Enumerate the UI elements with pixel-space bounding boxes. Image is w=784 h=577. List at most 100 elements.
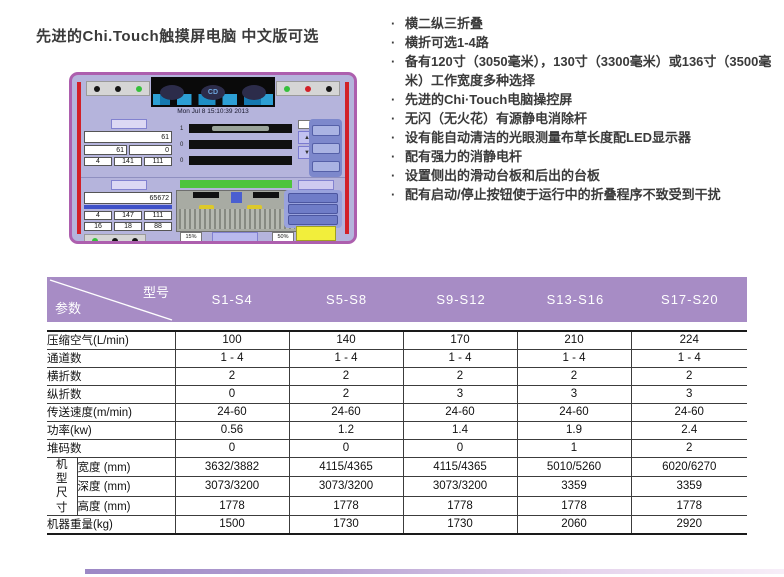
upper-section: 61 61 0 4 141 111 1 0 bbox=[84, 119, 342, 177]
panel-button bbox=[288, 203, 338, 214]
program-bar-label bbox=[211, 126, 270, 131]
cell: 1.9 bbox=[516, 420, 632, 440]
time-box: 16 bbox=[84, 222, 112, 231]
cell: 1.4 bbox=[402, 420, 518, 440]
counter-box: 111 bbox=[144, 157, 172, 166]
time-box: 88 bbox=[144, 222, 172, 231]
table-row: 堆码数 0 0 0 1 2 bbox=[47, 438, 747, 458]
cell: 0 bbox=[174, 438, 290, 458]
table-row: 纵折数 0 2 3 3 3 bbox=[47, 384, 747, 404]
led-indicator bbox=[92, 237, 98, 241]
table-row: 通道数 1 - 4 1 - 4 1 - 4 1 - 4 1 - 4 bbox=[47, 348, 747, 368]
cell: 24-60 bbox=[174, 402, 290, 422]
panel-button bbox=[311, 160, 340, 172]
machine-arm bbox=[231, 192, 242, 203]
cell: 3 bbox=[402, 384, 518, 404]
table-row: 压缩空气(L/min) 100 140 170 210 224 bbox=[47, 330, 747, 350]
cell: 0 bbox=[288, 438, 404, 458]
bullet-icon: · bbox=[391, 168, 396, 183]
row-label: 横折数 bbox=[47, 366, 176, 386]
led-indicator bbox=[94, 85, 101, 92]
diagonal-line bbox=[49, 279, 173, 321]
cell: 24-60 bbox=[516, 402, 632, 422]
feature-list: · 横二纵三折叠 · 横折可选1-4路 · 备有120寸（3050毫米），130… bbox=[391, 14, 777, 204]
cell: 3073/3200 bbox=[288, 476, 404, 497]
led-indicator bbox=[325, 85, 332, 92]
feature-text: 先进的Chi·Touch电脑操控屏 bbox=[405, 92, 573, 107]
cell: 2060 bbox=[516, 515, 632, 534]
led-indicator bbox=[132, 237, 138, 241]
center-label-chip bbox=[212, 232, 258, 241]
cell: 1.2 bbox=[288, 420, 404, 440]
machine-graphic bbox=[176, 190, 298, 232]
led-indicator bbox=[135, 85, 142, 92]
panel-button bbox=[288, 215, 338, 226]
table-row: 横折数 2 2 2 2 2 bbox=[47, 366, 747, 386]
column-header: S1-S4 bbox=[211, 292, 253, 307]
feature-text: 配有启动/停止按钮使于运行中的折叠程序不致受到干扰 bbox=[405, 187, 721, 202]
panel-button bbox=[311, 142, 340, 154]
corner-label-param: 参数 bbox=[55, 301, 82, 316]
list-item: · 备有120寸（3050毫米），130寸（3300毫米）或136寸（3500毫… bbox=[391, 52, 777, 90]
right-red-bar bbox=[345, 82, 349, 234]
right-led-strip bbox=[276, 81, 340, 96]
feature-text: 横二纵三折叠 bbox=[405, 16, 484, 31]
cell: 24-60 bbox=[402, 402, 518, 422]
machine-yellow-part bbox=[199, 205, 214, 210]
cell: 1 bbox=[516, 438, 632, 458]
panel-button bbox=[288, 192, 338, 203]
cell: 1778 bbox=[288, 495, 404, 516]
machine-yellow-part bbox=[247, 205, 262, 210]
table-row: 机器重量(kg) 1500 1730 1730 2060 2920 bbox=[47, 515, 747, 534]
cell: 1 - 4 bbox=[630, 348, 747, 368]
program-row: 1 bbox=[180, 123, 292, 134]
program-bar bbox=[189, 156, 292, 165]
program-row: 0 bbox=[180, 139, 292, 150]
cell: 2920 bbox=[630, 515, 747, 534]
time-box: 147 bbox=[114, 211, 142, 220]
cell: 1730 bbox=[402, 515, 518, 534]
program-row: 0 bbox=[180, 155, 292, 166]
feature-text: 设置侧出的滑动台板和后出的台板 bbox=[405, 168, 601, 183]
table-row: 高度 (mm) 1778 1778 1778 1778 1778 bbox=[47, 495, 747, 516]
cell: 1778 bbox=[630, 495, 747, 516]
right-percent-chip: 50% bbox=[272, 232, 294, 241]
cell: 2 bbox=[288, 366, 404, 386]
cell: 1778 bbox=[174, 495, 290, 516]
cell: 100 bbox=[174, 330, 290, 350]
table-row: 机型尺寸 宽度 (mm) 3632/3882 4115/4365 4115/43… bbox=[47, 456, 747, 516]
upper-right-button-panel bbox=[309, 119, 342, 177]
row-label: 纵折数 bbox=[47, 384, 176, 404]
counter-box: 0 bbox=[129, 145, 172, 155]
cell: 24-60 bbox=[288, 402, 404, 422]
list-item: · 无闪（无火花）有源静电消除杆 bbox=[391, 109, 777, 128]
cell: 3359 bbox=[630, 476, 747, 497]
section-divider bbox=[81, 177, 345, 178]
cell: 1730 bbox=[288, 515, 404, 534]
lower-left-counter-panel: 65672 4 147 111 16 18 88 bbox=[84, 180, 174, 241]
cell: 3359 bbox=[516, 476, 632, 497]
column-header: S17-S20 bbox=[661, 292, 719, 307]
time-box: 4 bbox=[84, 211, 112, 220]
led-indicator bbox=[114, 85, 121, 92]
machine-display-chip bbox=[253, 192, 279, 198]
left-red-bar bbox=[77, 82, 81, 234]
counter-tab bbox=[111, 180, 147, 190]
logo-oval-right bbox=[242, 84, 267, 100]
time-box: 18 bbox=[114, 222, 142, 231]
total-counter-display: 65672 bbox=[84, 192, 172, 204]
cell: 2 bbox=[516, 366, 632, 386]
bullet-icon: · bbox=[391, 187, 396, 202]
list-item: · 配有强力的消静电杆 bbox=[391, 147, 777, 166]
lower-right-button-panel bbox=[284, 190, 342, 228]
list-item: · 设置侧出的滑动台板和后出的台板 bbox=[391, 166, 777, 185]
cell: 2 bbox=[288, 384, 404, 404]
list-item: · 先进的Chi·Touch电脑操控屏 bbox=[391, 90, 777, 109]
row-label: 传送速度(m/min) bbox=[47, 402, 176, 422]
led-indicator bbox=[284, 85, 291, 92]
column-header: S9-S12 bbox=[436, 292, 486, 307]
row-index: 1 bbox=[180, 125, 184, 132]
panel-button bbox=[311, 124, 340, 136]
size-group-label: 机型尺寸 bbox=[47, 456, 78, 516]
